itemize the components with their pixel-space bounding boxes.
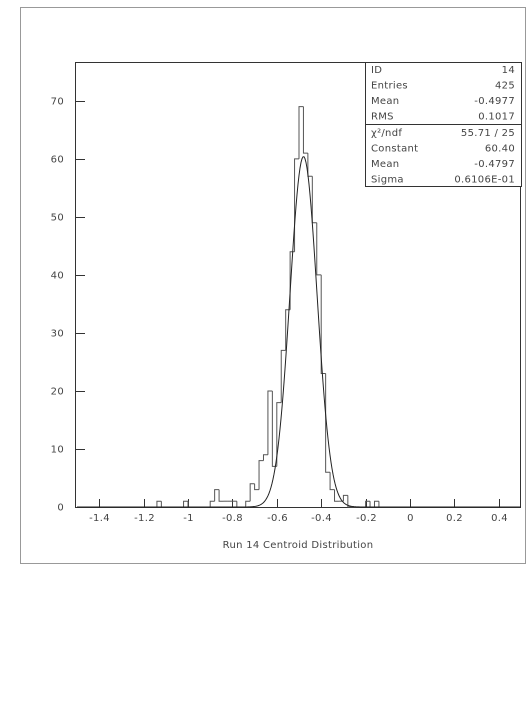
x-tick-label: -0.8 [222,513,243,524]
y-tick-label: 70 [51,97,64,108]
histogram-bin [334,489,339,502]
stats-label: RMS [371,112,394,123]
stats-label: Mean [371,159,399,170]
histogram-bin [298,106,304,159]
histogram-bin [373,500,379,507]
y-tick-label: 10 [51,445,64,456]
histogram-bin [316,222,322,276]
y-tick-label: 30 [51,329,64,340]
y-tick-label: 20 [51,387,64,398]
x-tick-label: -0.2 [356,513,377,524]
histogram-bin [329,472,335,491]
histogram-bin [311,176,317,224]
histogram-bin [156,500,162,507]
histogram-bin [245,500,251,507]
histogram-bin [262,454,268,461]
histogram-bin [378,501,384,508]
stats-value: 55.71 / 25 [461,128,515,139]
x-tick-label: 0.2 [446,513,463,524]
histogram-bin [276,402,282,467]
stats-value: -0.4977 [474,96,515,107]
x-tick-label: -0.6 [267,513,288,524]
y-tick-label: 40 [51,271,64,282]
histogram-bin [347,495,353,508]
stats-label: Sigma [371,175,404,186]
x-tick-label: -1.2 [134,513,155,524]
fit-curve [77,156,521,508]
stats-label: Entries [371,81,408,92]
histogram-bin [294,158,299,252]
plot-frame [75,62,521,508]
histogram-bin [307,153,313,177]
x-tick-label: 0.4 [491,513,508,524]
histogram-bin [160,501,166,508]
histogram-bin [218,489,224,502]
histogram-bin [325,373,331,473]
histogram-bin [258,460,264,490]
histogram-bin [209,500,215,507]
histogram-bin [369,501,375,508]
histogram-bin [249,483,255,502]
stats-value: -0.4797 [474,159,515,170]
stats-value: 0.1017 [478,112,515,123]
stats-label: χ²/ndf [371,128,402,139]
x-tick-label: 0 [407,513,414,524]
stats-label: Mean [371,96,399,107]
histogram-bin [342,494,348,502]
stats-value: 14 [502,65,515,76]
y-tick-label: 60 [51,155,64,166]
histogram-bin [183,500,188,507]
histogram-bin [267,390,273,455]
stats-label: Constant [371,144,418,155]
histogram-bin [236,501,242,508]
histogram-bin [302,106,308,154]
x-tick-label: -1 [183,513,194,524]
histogram-bin [280,349,286,403]
x-tick-label: -0.4 [311,513,332,524]
stats-label: ID [371,65,382,76]
y-tick-label: 0 [57,503,64,514]
x-tick-label: -1.4 [89,513,110,524]
x-axis-label: Run 14 Centroid Distribution [223,540,374,551]
y-tick-label: 50 [51,213,64,224]
stats-value: 425 [495,81,515,92]
histogram-bin [320,274,326,375]
stats-value: 60.40 [485,144,515,155]
histogram-bin [254,483,260,491]
stats-value: 0.6106E-01 [454,175,515,186]
histogram-bin [214,489,220,502]
histogram-bin [271,390,277,467]
histogram-bin [365,500,371,507]
